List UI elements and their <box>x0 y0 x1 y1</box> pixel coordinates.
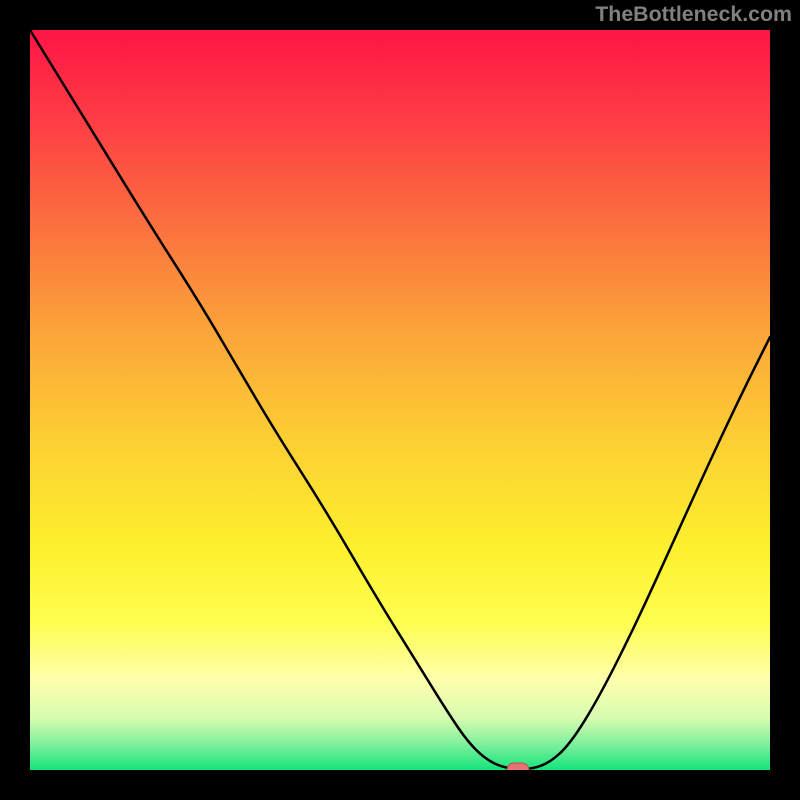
bottleneck-chart: TheBottleneck.com <box>0 0 800 800</box>
optimal-point-marker <box>506 762 530 778</box>
gradient-background <box>0 0 800 800</box>
watermark-text: TheBottleneck.com <box>595 2 792 27</box>
